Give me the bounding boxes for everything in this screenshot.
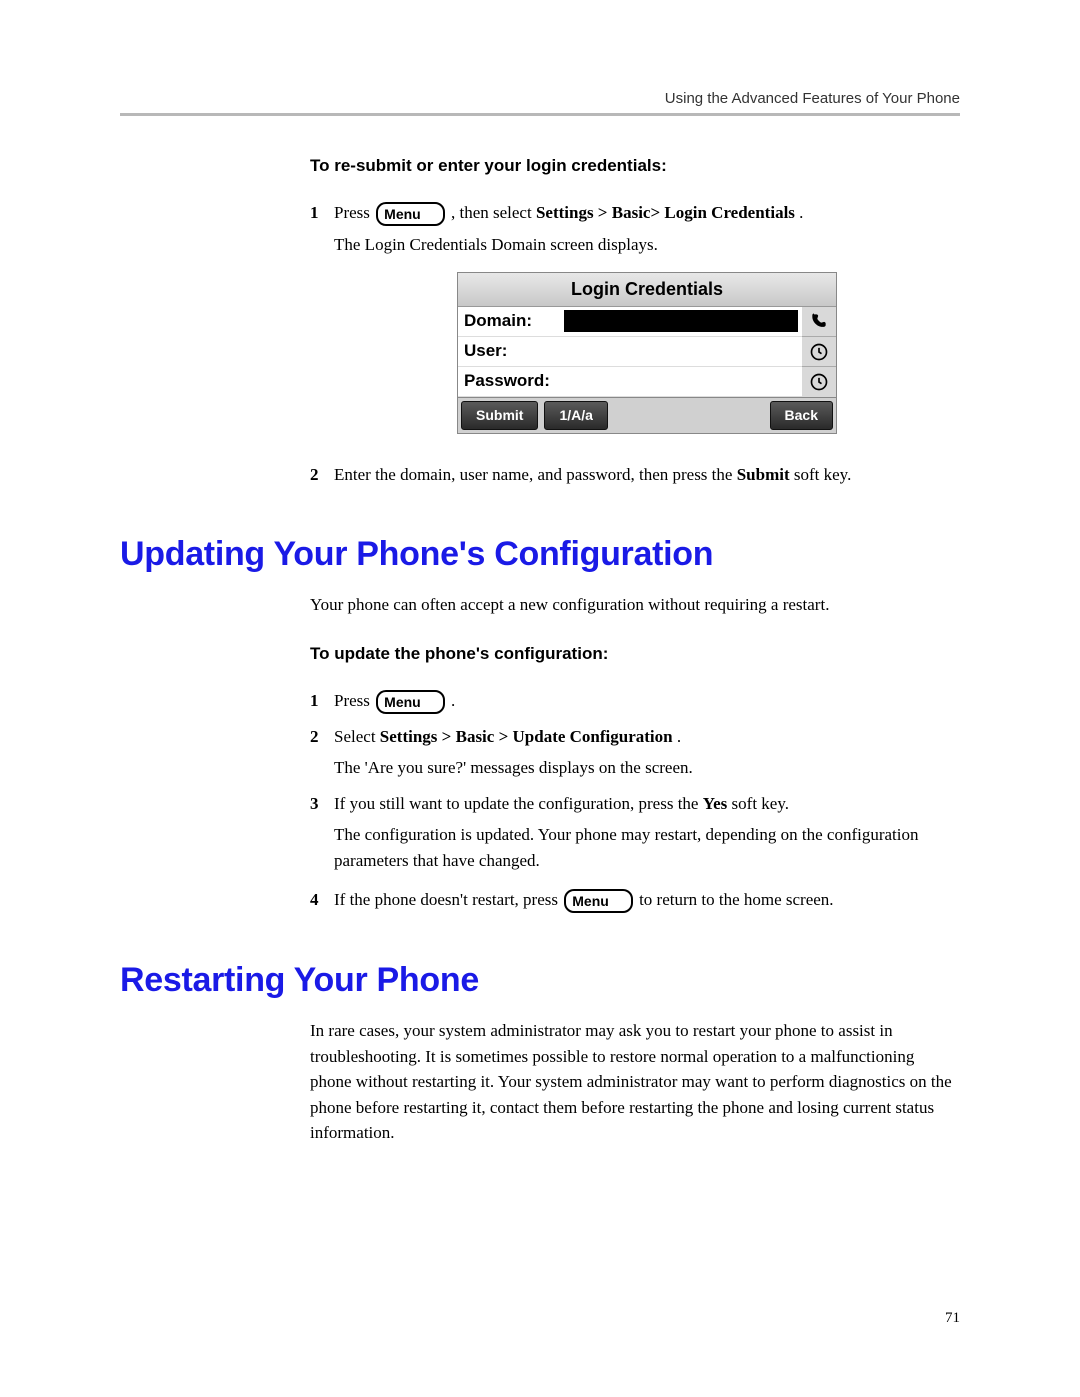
text: soft key. bbox=[732, 794, 789, 813]
domain-input bbox=[564, 310, 798, 332]
text: Select bbox=[334, 727, 380, 746]
text: . bbox=[677, 727, 681, 746]
step-body: Press Menu , then select Settings > Basi… bbox=[334, 200, 960, 452]
text: If you still want to update the configur… bbox=[334, 794, 703, 813]
text: Press bbox=[334, 691, 374, 710]
phone-screenshot: Login Credentials Domain: User: bbox=[457, 272, 837, 434]
clock-icon bbox=[802, 337, 836, 367]
step-row: 4 If the phone doesn't restart, press Me… bbox=[310, 887, 960, 913]
text: If the phone doesn't restart, press bbox=[334, 890, 562, 909]
bold-path: Settings > Basic> Login Credentials bbox=[536, 203, 795, 222]
step-number: 4 bbox=[310, 887, 334, 913]
menu-key-icon: Menu bbox=[376, 690, 445, 714]
step-body: If the phone doesn't restart, press Menu… bbox=[334, 887, 960, 913]
restart-para: In rare cases, your system administrator… bbox=[310, 1018, 960, 1146]
text: Enter the domain, user name, and passwor… bbox=[334, 465, 737, 484]
update-subheading: To update the phone's configuration: bbox=[310, 644, 960, 664]
field-label: User: bbox=[458, 338, 564, 364]
step-number: 2 bbox=[310, 462, 334, 488]
text: , then select bbox=[451, 203, 536, 222]
text: . bbox=[799, 203, 803, 222]
login-section: To re-submit or enter your login credent… bbox=[310, 156, 960, 487]
header-rule bbox=[120, 113, 960, 116]
step-row: 2 Select Settings > Basic > Update Confi… bbox=[310, 724, 960, 781]
softkey-back: Back bbox=[770, 401, 833, 430]
text: The Login Credentials Domain screen disp… bbox=[334, 232, 960, 258]
softkey-bar: Submit 1/A/a Back bbox=[458, 397, 836, 433]
step-body: Press Menu . bbox=[334, 688, 960, 714]
bold-text: Yes bbox=[703, 794, 728, 813]
bold-path: Settings > Basic > Update Configuration bbox=[380, 727, 673, 746]
step-body: If you still want to update the configur… bbox=[334, 791, 960, 874]
step-row: 1 Press Menu . bbox=[310, 688, 960, 714]
step-number: 3 bbox=[310, 791, 334, 817]
field-label: Password: bbox=[458, 368, 564, 394]
field-label: Domain: bbox=[458, 308, 564, 334]
softkey-mode: 1/A/a bbox=[544, 401, 607, 430]
field-row-user: User: bbox=[458, 337, 802, 367]
softkey-spacer bbox=[611, 398, 767, 433]
section-title-restarting: Restarting Your Phone bbox=[120, 961, 960, 1000]
page-number: 71 bbox=[945, 1310, 960, 1327]
text: to return to the home screen. bbox=[639, 890, 834, 909]
text: . bbox=[451, 691, 455, 710]
text: soft key. bbox=[794, 465, 851, 484]
running-head: Using the Advanced Features of Your Phon… bbox=[120, 90, 960, 107]
section-title-updating: Updating Your Phone's Configuration bbox=[120, 535, 960, 574]
bold-text: Submit bbox=[737, 465, 790, 484]
user-input bbox=[564, 340, 798, 362]
phone-side-icons bbox=[802, 307, 836, 397]
text: The 'Are you sure?' messages displays on… bbox=[334, 755, 960, 781]
text: The configuration is updated. Your phone… bbox=[334, 822, 960, 873]
step-number: 1 bbox=[310, 688, 334, 714]
menu-key-icon: Menu bbox=[564, 889, 633, 913]
page: Using the Advanced Features of Your Phon… bbox=[0, 0, 1080, 1397]
step-row: 2 Enter the domain, user name, and passw… bbox=[310, 462, 960, 488]
step-body: Enter the domain, user name, and passwor… bbox=[334, 462, 960, 488]
phone-body: Domain: User: Password: bbox=[458, 307, 836, 397]
clock-icon bbox=[802, 367, 836, 396]
step-row: 3 If you still want to update the config… bbox=[310, 791, 960, 874]
step-number: 1 bbox=[310, 200, 334, 226]
password-input bbox=[564, 370, 798, 392]
text: Press bbox=[334, 203, 374, 222]
softkey-submit: Submit bbox=[461, 401, 538, 430]
step-row: 1 Press Menu , then select Settings > Ba… bbox=[310, 200, 960, 452]
update-steps: To update the phone's configuration: 1 P… bbox=[310, 644, 960, 914]
phone-screen-title: Login Credentials bbox=[458, 273, 836, 307]
step-number: 2 bbox=[310, 724, 334, 750]
intro-para: Your phone can often accept a new config… bbox=[310, 592, 960, 618]
step-body: Select Settings > Basic > Update Configu… bbox=[334, 724, 960, 781]
menu-key-icon: Menu bbox=[376, 202, 445, 226]
login-subheading: To re-submit or enter your login credent… bbox=[310, 156, 960, 176]
phone-fields: Domain: User: Password: bbox=[458, 307, 802, 397]
field-row-domain: Domain: bbox=[458, 307, 802, 337]
field-row-password: Password: bbox=[458, 367, 802, 397]
phone-icon bbox=[802, 307, 836, 337]
